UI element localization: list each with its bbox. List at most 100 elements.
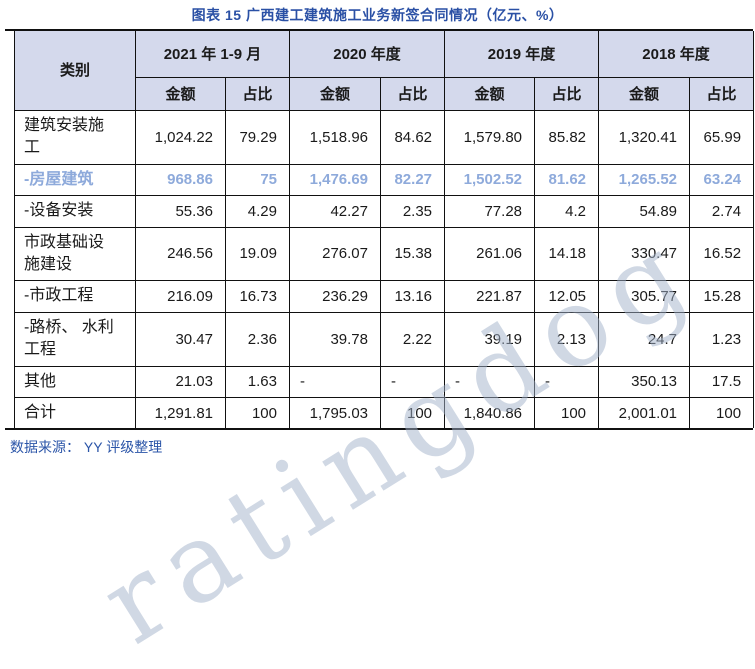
cell-value: 221.87 (444, 280, 536, 313)
subheader-share: 占比 (689, 77, 755, 111)
cell-value: 16.52 (689, 226, 755, 282)
cell-value: 24.7 (598, 311, 691, 367)
cell-value: 77.28 (444, 195, 536, 228)
cell-value: 15.38 (379, 226, 446, 282)
cell-value: 236.29 (289, 280, 381, 313)
cell-value: 100 (379, 396, 446, 429)
cell-value: 54.89 (598, 195, 691, 228)
row-label: 其他 (14, 365, 136, 398)
row-label: 合计 (14, 396, 136, 429)
table-row: -市政工程 216.09 16.73 236.29 13.16 221.87 12.05 3… (14, 280, 755, 313)
cell-value: 21.03 (135, 365, 226, 398)
cell-value: 1.63 (225, 365, 290, 398)
cell-value: 100 (689, 396, 755, 429)
subheader-amount: 金额 (444, 77, 536, 111)
cell-value: 75 (225, 163, 290, 197)
cell-value: 1,024.22 (135, 110, 226, 165)
cell-value: 246.56 (135, 226, 226, 282)
cell-value: 1,320.41 (598, 110, 691, 165)
header-2021: 2021 年 1-9 月 (135, 31, 290, 78)
row-label: 建筑安装施工 (14, 110, 136, 165)
cell-value: 1,840.86 (444, 396, 536, 429)
header-2018: 2018 年度 (598, 31, 755, 78)
cell-value: 14.18 (534, 226, 600, 282)
subheader-amount: 金额 (598, 77, 691, 111)
cell-value: 81.62 (534, 163, 600, 197)
cell-value: 19.09 (225, 226, 290, 282)
cell-value: 79.29 (225, 110, 290, 165)
cell-value: - (534, 365, 600, 398)
cell-value: 100 (225, 396, 290, 429)
table-row: 合计 1,291.81 100 1,795.03 100 1,840.86 100 2,00… (14, 396, 755, 429)
contracts-table: 类别 2021 年 1-9 月 2020 年度 2019 年度 2018 年度 … (14, 31, 755, 429)
subheader-amount: 金额 (289, 77, 381, 111)
cell-value: 63.24 (689, 163, 755, 197)
cell-value: 216.09 (135, 280, 226, 313)
table-row: -路桥、 水利工程 30.47 2.36 39.78 2.22 39.19 2.13 24.… (14, 311, 755, 367)
cell-value: 13.16 (379, 280, 446, 313)
cell-value: 12.05 (534, 280, 600, 313)
cell-value: 4.2 (534, 195, 600, 228)
subheader-share: 占比 (379, 77, 446, 111)
cell-value: 330.47 (598, 226, 691, 282)
row-label: -路桥、 水利工程 (14, 311, 136, 367)
cell-value: 2,001.01 (598, 396, 691, 429)
table-body: 建筑安装施工 1,024.22 79.29 1,518.96 84.62 1,579.8… (14, 110, 755, 429)
table-top-rule (5, 29, 753, 31)
header-row-sub: 金额 占比 金额 占比 金额 占比 金额 占比 (15, 77, 755, 111)
subheader-share: 占比 (534, 77, 600, 111)
cell-value: 2.74 (689, 195, 755, 228)
cell-value: 2.36 (225, 311, 290, 367)
cell-value: 1,265.52 (598, 163, 691, 197)
cell-value: 305.77 (598, 280, 691, 313)
table-row: 市政基础设施建设 246.56 19.09 276.07 15.38 261.06 14.… (14, 226, 755, 282)
cell-value: 1,291.81 (135, 396, 226, 429)
cell-value: 261.06 (444, 226, 536, 282)
table-bottom-rule (5, 428, 753, 431)
header-2020: 2020 年度 (288, 31, 446, 78)
cell-value: 4.29 (225, 195, 290, 228)
cell-value: 2.22 (379, 311, 446, 367)
cell-value: - (444, 365, 536, 398)
cell-value: 1,518.96 (289, 110, 381, 165)
cell-value: 1,795.03 (289, 396, 381, 429)
subheader-share: 占比 (225, 77, 290, 111)
cell-value: 55.36 (135, 195, 226, 228)
data-source-note: 数据来源： YY 评级整理 (10, 439, 163, 456)
row-label: -市政工程 (14, 280, 136, 313)
cell-value: 15.28 (689, 280, 755, 313)
cell-value: - (379, 365, 446, 398)
cell-value: 2.13 (534, 311, 600, 367)
cell-value: 65.99 (689, 110, 755, 165)
table-row: 其他 21.03 1.63- - - -350.13 17.5 (14, 365, 755, 398)
cell-value: 968.86 (135, 163, 226, 197)
row-label: -房屋建筑 (14, 163, 136, 197)
cell-value: 42.27 (289, 195, 381, 228)
cell-value: - (289, 365, 381, 398)
row-label: 市政基础设施建设 (14, 226, 136, 282)
row-label: -设备安装 (14, 195, 136, 228)
cell-value: 1.23 (689, 311, 755, 367)
cell-value: 39.19 (444, 311, 536, 367)
cell-value: 82.27 (379, 163, 446, 197)
cell-value: 84.62 (379, 110, 446, 165)
header-row-years: 类别 2021 年 1-9 月 2020 年度 2019 年度 2018 年度 (14, 31, 755, 111)
table-row: -设备安装 55.36 4.29 42.27 2.35 77.28 4.2 54.89 2.7… (14, 195, 755, 228)
cell-value: 350.13 (598, 365, 691, 398)
page-title: 图表 15 广西建工建筑施工业务新签合同情况（亿元、%） (191, 7, 564, 23)
cell-value: 16.73 (225, 280, 290, 313)
table-row: -房屋建筑 968.86 75 1,476.69 82.27 1,502.52 81.62… (14, 163, 755, 197)
header-category: 类别 (14, 31, 136, 111)
cell-value: 1,579.80 (444, 110, 536, 165)
cell-value: 2.35 (379, 195, 446, 228)
cell-value: 85.82 (534, 110, 600, 165)
cell-value: 39.78 (289, 311, 381, 367)
cell-value: 100 (534, 396, 600, 429)
cell-value: 17.5 (689, 365, 755, 398)
table-row: 建筑安装施工 1,024.22 79.29 1,518.96 84.62 1,579.8… (14, 110, 755, 165)
header-2019: 2019 年度 (444, 31, 600, 78)
cell-value: 1,476.69 (289, 163, 381, 197)
subheader-amount: 金额 (135, 77, 226, 111)
cell-value: 276.07 (289, 226, 381, 282)
cell-value: 1,502.52 (444, 163, 536, 197)
